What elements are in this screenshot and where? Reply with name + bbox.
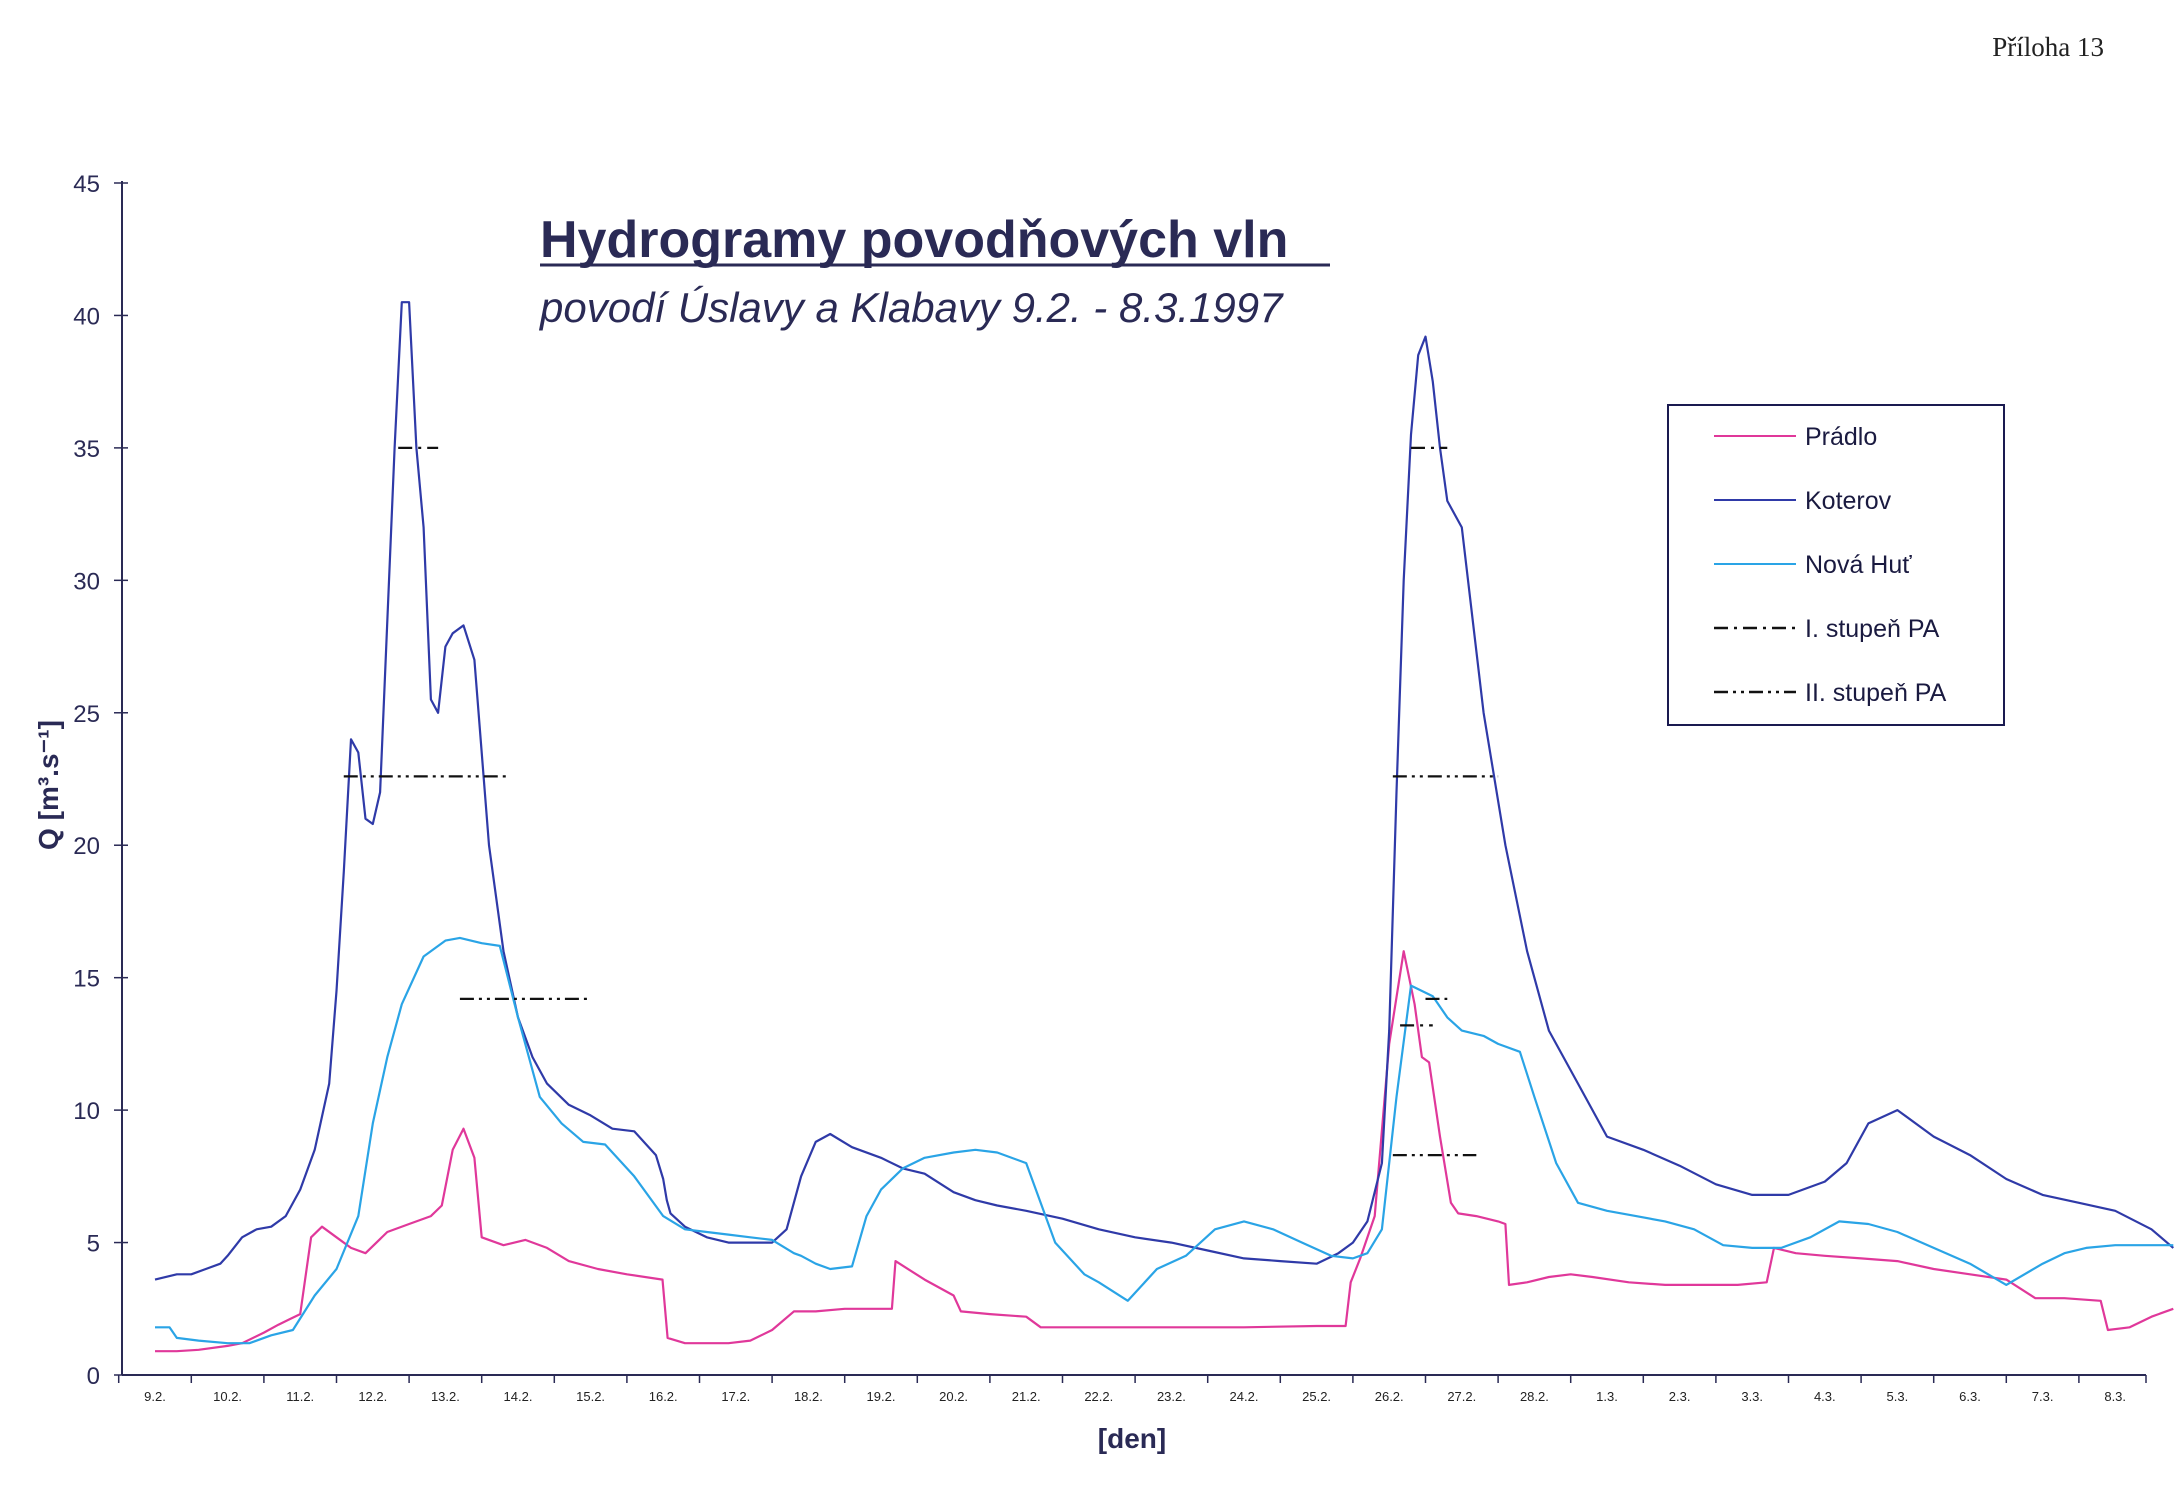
x-tick-label: 26.2.: [1375, 1389, 1404, 1404]
x-tick-label: 27.2.: [1447, 1389, 1476, 1404]
series-line-koterov: [154, 301, 2175, 1281]
x-tick-label: 1.3.: [1596, 1389, 1618, 1404]
y-tick-label: 25: [73, 701, 100, 728]
chart-title: Hydrogramy povodňových vln: [540, 211, 1288, 269]
x-tick-label: 17.2.: [721, 1389, 750, 1404]
series-line-nova-hut: [155, 936, 2174, 1345]
x-tick-label: 2.3.: [1669, 1389, 1691, 1404]
x-tick-label: 10.2.: [213, 1389, 242, 1404]
x-axis-title: [den]: [1098, 1423, 1166, 1454]
legend-item-koterov-label: Koterov: [1805, 487, 1892, 515]
y-tick-label: 15: [73, 966, 100, 993]
x-tick-label: 11.2.: [286, 1389, 314, 1404]
series-line-pradlo: [155, 950, 2174, 1353]
legend-item-stupen-2-label: II. stupeň PA: [1805, 679, 1947, 707]
chart-subtitle: povodí Úslavy a Klabavy 9.2. - 8.3.1997: [538, 284, 1284, 331]
page-label: Příloha 13: [1992, 32, 2104, 62]
x-tick-label: 20.2.: [939, 1389, 968, 1404]
legend: Prádlo Koterov Nová Huť I. stupeň PA II. stu…: [1667, 404, 2005, 726]
y-tick-label: 30: [73, 568, 100, 595]
x-tick-label: 25.2.: [1302, 1389, 1331, 1404]
y-tick-label: 0: [87, 1363, 100, 1390]
x-tick-label: 23.2.: [1157, 1389, 1186, 1404]
y-tick-label: 20: [73, 833, 100, 860]
x-tick-label: 4.3.: [1814, 1389, 1836, 1404]
x-tick-label: 8.3.: [2104, 1389, 2126, 1404]
y-axis-ticks: 0 5 10 15 20 25 30 35 40 45: [73, 171, 128, 1390]
y-tick-label: 10: [73, 1098, 100, 1125]
y-tick-label: 40: [73, 303, 100, 330]
y-tick-label: 5: [87, 1231, 100, 1258]
x-tick-label: 15.2.: [576, 1389, 605, 1404]
y-axis-title: Q [m³.s⁻¹]: [33, 720, 64, 850]
title-group: Hydrogramy povodňových vln povodí Úslavy…: [538, 211, 1330, 331]
x-tick-label: 3.3.: [1741, 1389, 1763, 1404]
x-tick-label: 6.3.: [1959, 1389, 1981, 1404]
legend-item-nova-hut-label: Nová Huť: [1805, 551, 1912, 579]
x-tick-label: 13.2.: [431, 1389, 460, 1404]
x-tick-label: 12.2.: [358, 1389, 387, 1404]
x-tick-label: 24.2.: [1230, 1389, 1259, 1404]
x-tick-label: 14.2.: [504, 1389, 533, 1404]
x-tick-label: 18.2.: [794, 1389, 823, 1404]
x-axis-ticks: 9.2. 10.2. 11.2. 12.2. 13.2. 14.2. 15.2. 16.2. 1…: [117, 1375, 2147, 1404]
legend-item-stupen-1-label: I. stupeň PA: [1805, 615, 1940, 643]
x-tick-label: 22.2.: [1084, 1389, 1113, 1404]
x-tick-label: 21.2.: [1012, 1389, 1041, 1404]
axes: [121, 181, 2146, 1376]
series-lines: [154, 301, 2175, 1353]
x-tick-label: 9.2.: [144, 1389, 166, 1404]
x-tick-label: 19.2.: [867, 1389, 896, 1404]
y-tick-label: 35: [73, 436, 100, 463]
y-tick-label: 45: [73, 171, 100, 198]
x-tick-label: 7.3.: [2032, 1389, 2054, 1404]
x-tick-label: 5.3.: [1887, 1389, 1909, 1404]
x-tick-label: 16.2.: [649, 1389, 678, 1404]
x-tick-label: 28.2.: [1520, 1389, 1549, 1404]
legend-item-pradlo-label: Prádlo: [1805, 423, 1877, 451]
reference-lines: [343, 446, 1499, 1157]
